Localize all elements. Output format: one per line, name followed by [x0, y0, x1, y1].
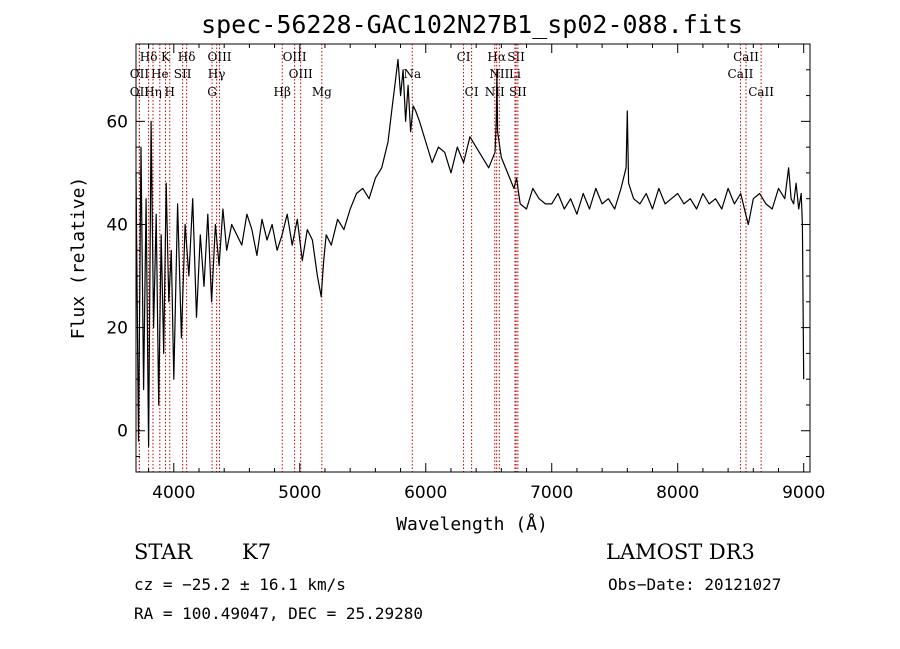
- x-tick-label: 9000: [782, 483, 825, 503]
- spectral-line-label: SII: [174, 67, 192, 81]
- chart-title: spec-56228-GAC102N27B1_sp02-088.fits: [201, 10, 743, 39]
- y-tick-label: 60: [106, 112, 128, 132]
- spectral-line-label: OIII: [289, 67, 313, 81]
- spectral-line-label: Mg: [312, 85, 332, 99]
- spectral-line-label: CI: [457, 50, 471, 64]
- x-tick-label: 5000: [278, 483, 321, 503]
- spectral-line-label: Hδ: [178, 50, 196, 64]
- spectral-line-label: CI: [465, 85, 479, 99]
- spectral-line-label: SII: [507, 50, 525, 64]
- spectral-line-label: Hη: [144, 85, 162, 99]
- survey-label: LAMOST DR3: [606, 540, 755, 564]
- y-axis-label: Flux (relative): [68, 177, 89, 340]
- spectral-line-label: Hγ: [208, 67, 226, 81]
- redshift-label: cz = −25.2 ± 16.1 km/s: [134, 575, 346, 594]
- spectral-line-label: CaII: [748, 85, 774, 99]
- x-tick-label: 7000: [530, 483, 573, 503]
- spectrum-series: [135, 58, 805, 447]
- spectral-line-label: Hβ: [274, 85, 291, 99]
- plot-frame: [135, 43, 811, 473]
- spectral-line-label: G: [207, 85, 217, 99]
- y-tick-label: 0: [117, 422, 128, 442]
- y-tick-label: 20: [106, 319, 128, 339]
- subclass-label: K7: [242, 540, 272, 564]
- spectral-line-label: Na: [403, 67, 421, 81]
- spectral-line-label: NII: [489, 67, 509, 81]
- coordinates-label: RA = 100.49047, DEC = 25.29280: [134, 604, 423, 623]
- x-tick-label: 4000: [152, 483, 195, 503]
- spectrum-line: [135, 58, 805, 447]
- spectral-line-label: SII: [509, 85, 527, 99]
- x-tick-label: 6000: [404, 483, 447, 503]
- y-tick-label: 40: [106, 215, 128, 235]
- spectral-line-label: Hα: [487, 50, 506, 64]
- x-axis: 4000 5000 6000 7000 8000 9000: [148, 44, 825, 503]
- spectral-line-label: OIII: [283, 50, 307, 64]
- x-tick-label: 8000: [656, 483, 699, 503]
- x-axis-label: Wavelength (Å): [396, 513, 548, 535]
- class-label: STAR: [134, 540, 193, 564]
- spectral-line-label: OIII: [207, 50, 231, 64]
- spectral-line-label: OII: [130, 67, 150, 81]
- y-axis: 0 20 40 60: [106, 69, 810, 458]
- spectral-line-label: CaII: [733, 50, 759, 64]
- spectral-line-label: Li: [509, 67, 521, 81]
- spectral-line-label: K: [161, 50, 171, 64]
- spectral-line-label: CaII: [728, 67, 754, 81]
- spectral-line-label: H: [165, 85, 175, 99]
- spectral-line-label: He: [151, 67, 169, 81]
- spectral-line-label: Hδ: [140, 50, 158, 64]
- obs-date-label: Obs−Date: 20121027: [608, 575, 782, 594]
- spectral-line-label: NII: [485, 85, 505, 99]
- spectral-line-label: OII: [130, 85, 150, 99]
